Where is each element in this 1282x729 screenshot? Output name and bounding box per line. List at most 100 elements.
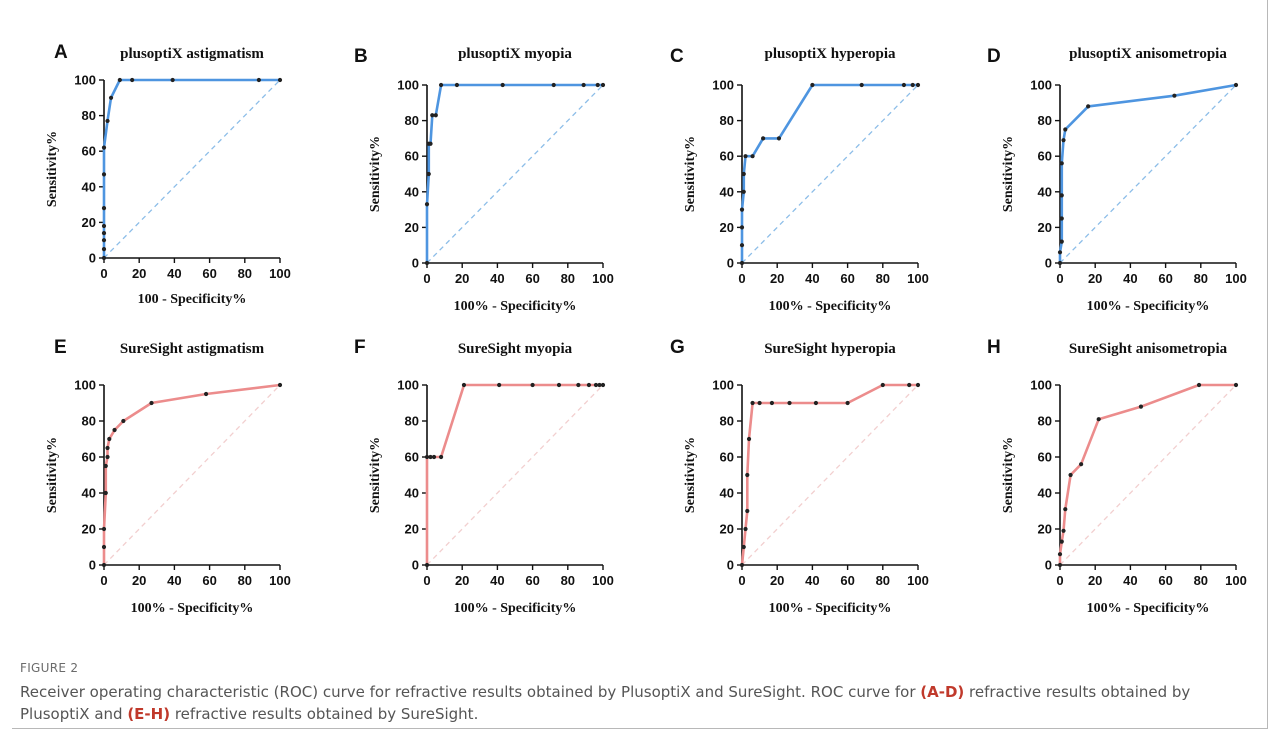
roc-point (130, 77, 135, 83)
roc-point (438, 82, 444, 88)
panel-title: plusoptiX hyperopia (764, 46, 896, 62)
y-tick-label: 100 (74, 378, 96, 393)
roc-point (745, 508, 750, 514)
panel-title: plusoptiX anisometropia (1069, 46, 1227, 62)
x-tick-label: 40 (1123, 271, 1137, 286)
reference-diagonal (1059, 384, 1237, 566)
roc-point (1196, 382, 1202, 388)
reference-diagonal (103, 79, 281, 259)
roc-point (739, 562, 745, 568)
x-tick-label: 0 (100, 266, 107, 281)
roc-point (103, 490, 108, 496)
roc-point (277, 77, 283, 83)
x-tick-label: 60 (202, 573, 216, 588)
panel-letter: B (354, 46, 368, 67)
x-tick-label: 20 (132, 573, 146, 588)
y-tick-label: 20 (1038, 522, 1052, 537)
panel-title: SureSight astigmatism (120, 341, 265, 357)
roc-point (107, 436, 112, 442)
x-tick-label: 100 (907, 271, 929, 286)
x-axis-title: 100% - Specificity% (769, 299, 892, 314)
roc-point (586, 382, 592, 388)
roc-point (743, 526, 748, 532)
y-tick-label: 60 (405, 149, 419, 164)
roc-point (750, 154, 755, 159)
caption-text-3: refractive results obtained by SureSight… (170, 705, 479, 723)
roc-point (433, 113, 438, 118)
roc-point (915, 82, 921, 88)
roc-point (597, 382, 602, 388)
y-tick-label: 80 (82, 414, 96, 429)
y-tick-label: 60 (720, 450, 734, 465)
x-tick-label: 100 (269, 266, 291, 281)
roc-point (203, 391, 209, 397)
roc-point (430, 113, 435, 118)
x-tick-label: 0 (1056, 573, 1063, 588)
y-tick-label: 80 (82, 108, 96, 123)
x-tick-label: 20 (1088, 271, 1102, 286)
y-tick-label: 0 (727, 256, 734, 271)
roc-point (1059, 161, 1064, 166)
x-tick-label: 0 (100, 573, 107, 588)
x-tick-label: 60 (840, 271, 854, 286)
reference-diagonal (1059, 84, 1237, 264)
roc-point (101, 255, 107, 261)
y-tick-label: 100 (1030, 78, 1052, 93)
x-tick-label: 0 (423, 271, 430, 286)
x-tick-label: 80 (238, 573, 252, 588)
x-tick-label: 20 (770, 271, 784, 286)
roc-point (426, 171, 431, 177)
roc-point (739, 207, 745, 212)
roc-point (581, 82, 586, 88)
x-tick-label: 40 (1123, 573, 1137, 588)
x-tick-label: 80 (561, 271, 575, 286)
roc-curve-line (425, 83, 605, 265)
y-tick-label: 60 (1038, 450, 1052, 465)
y-tick-label: 0 (727, 558, 734, 573)
x-tick-label: 80 (876, 573, 890, 588)
x-tick-label: 100 (592, 573, 614, 588)
roc-point (530, 382, 535, 388)
x-tick-label: 80 (238, 266, 252, 281)
roc-point (117, 77, 122, 83)
y-tick-label: 40 (82, 486, 96, 501)
y-tick-label: 60 (405, 450, 419, 465)
y-tick-label: 20 (720, 220, 734, 235)
roc-point (424, 260, 430, 266)
roc-point (600, 82, 606, 88)
panel-title: SureSight anisometropia (1069, 341, 1228, 357)
roc-panel-f: F SureSight myopia 0 20 40 60 80 100 0 20 40 60 80 10… (354, 337, 614, 616)
roc-point (750, 400, 755, 406)
reference-diagonal (426, 384, 604, 566)
roc-point (1057, 552, 1063, 557)
roc-point (101, 544, 107, 550)
x-tick-label: 0 (423, 573, 430, 588)
roc-point (1057, 260, 1063, 266)
roc-point (1059, 539, 1064, 544)
x-tick-label: 20 (132, 266, 146, 281)
caption-text-2: refractive results obtained by PlusoptiX… (20, 683, 1191, 723)
roc-point (739, 260, 745, 266)
x-tick-label: 60 (525, 573, 539, 588)
x-axis-title: 100% - Specificity% (131, 601, 254, 616)
roc-point (1096, 417, 1101, 422)
y-tick-label: 0 (412, 256, 419, 271)
roc-point (1059, 239, 1064, 244)
roc-point (1138, 404, 1144, 409)
x-tick-label: 20 (1088, 573, 1102, 588)
roc-point (551, 82, 556, 88)
roc-point (438, 454, 444, 460)
y-tick-label: 40 (405, 486, 419, 501)
y-tick-label: 80 (1038, 113, 1052, 128)
roc-point (101, 145, 107, 150)
x-tick-label: 0 (1056, 271, 1063, 286)
x-axis-title: 100% - Specificity% (454, 601, 577, 616)
reference-diagonal (426, 84, 604, 264)
x-tick-label: 0 (738, 573, 745, 588)
y-tick-label: 40 (720, 184, 734, 199)
panel-letter: C (670, 46, 684, 67)
y-tick-label: 80 (1038, 414, 1052, 429)
